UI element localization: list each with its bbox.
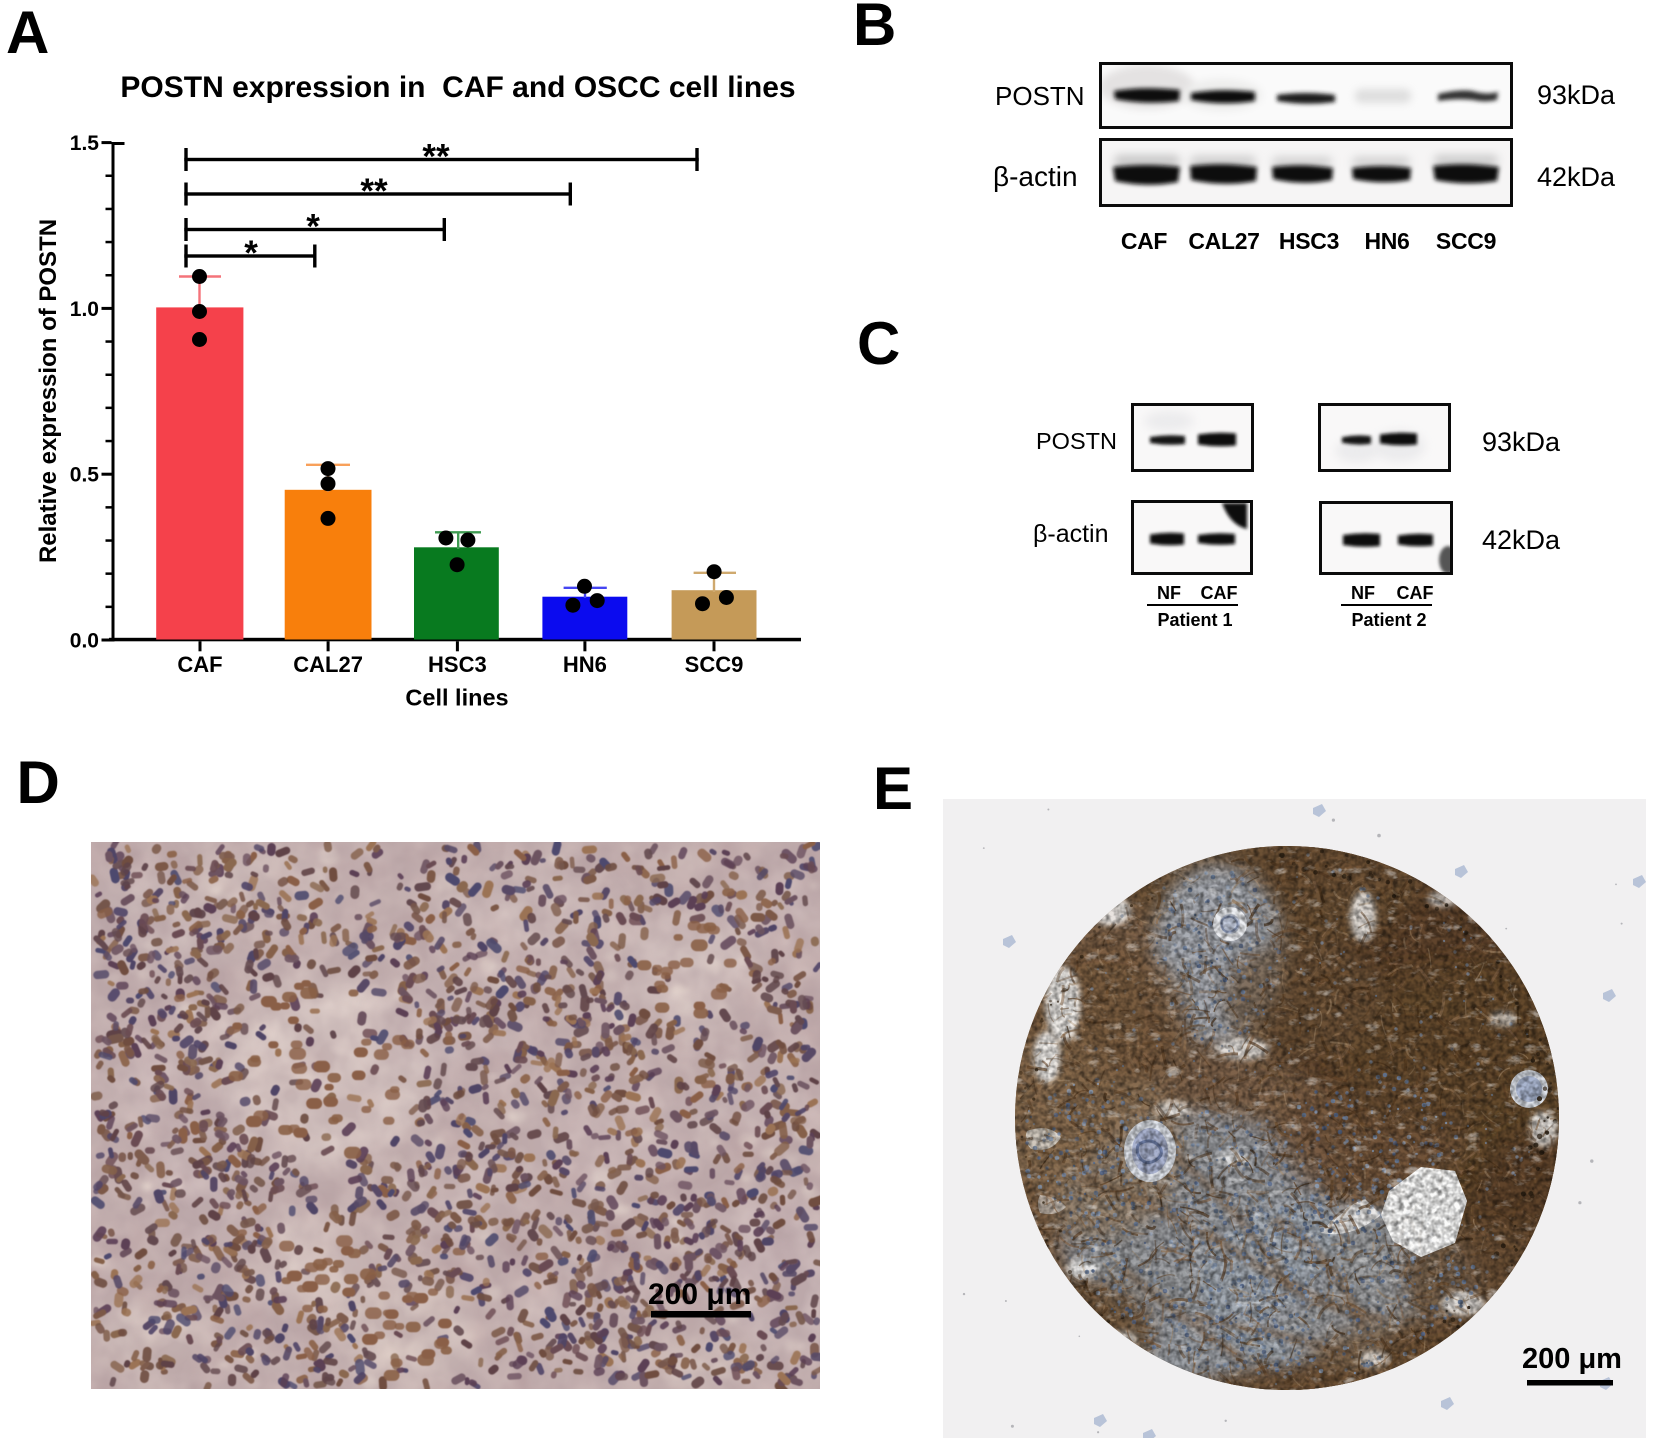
svg-text:0.0: 0.0	[70, 630, 99, 653]
svg-text:CAL27: CAL27	[293, 652, 363, 677]
svg-text:SCC9: SCC9	[685, 652, 744, 677]
svg-text:1.5: 1.5	[70, 132, 100, 155]
svg-text:POSTN expression in CAF and O: POSTN expression in CAF and OSCC cell li…	[120, 71, 795, 104]
svg-text:**: **	[422, 138, 450, 177]
svg-text:200 μm: 200 μm	[648, 1278, 751, 1311]
svg-text:Cell lines: Cell lines	[405, 685, 508, 711]
svg-text:*: *	[244, 234, 258, 273]
svg-text:HN6: HN6	[563, 652, 607, 677]
svg-text:*: *	[306, 208, 320, 247]
svg-text:**: **	[360, 172, 388, 211]
svg-text:1.0: 1.0	[70, 298, 99, 321]
svg-text:CAF: CAF	[177, 652, 222, 677]
svg-text:200 μm: 200 μm	[1522, 1343, 1622, 1375]
svg-text:0.5: 0.5	[70, 464, 100, 487]
svg-text:Relative expression of POSTN: Relative expression of POSTN	[35, 219, 62, 563]
svg-text:HSC3: HSC3	[428, 652, 487, 677]
